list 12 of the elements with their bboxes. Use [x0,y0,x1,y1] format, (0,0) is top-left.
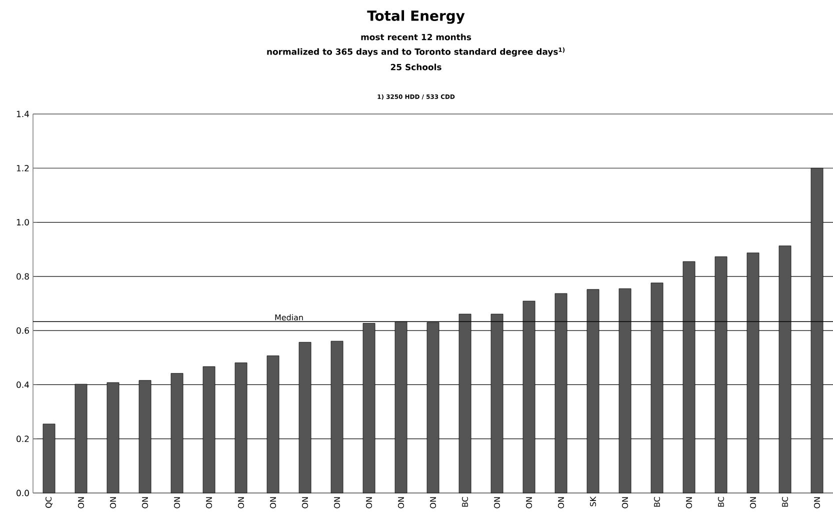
text: normalized to 365 days and to Toronto standard degree days$^{1)}$ [267,47,565,57]
y-tick-label: 0.8 [16,273,29,280]
y-tick-label: 1.4 [16,110,30,118]
text: 25 Schools [390,64,442,70]
y-tick-label: 0.2 [16,436,29,442]
y-tick-label: 1.2 [16,164,29,172]
chart-subtitle: most recent 12 months [361,34,472,40]
y-tick-label: 0.4 [16,382,30,388]
y-tick-label: 0.6 [16,327,29,334]
chart-title: Total Energy [367,10,465,24]
y-tick-label: 0.0 [16,490,29,496]
y-tick-label: 1.0 [16,219,29,226]
